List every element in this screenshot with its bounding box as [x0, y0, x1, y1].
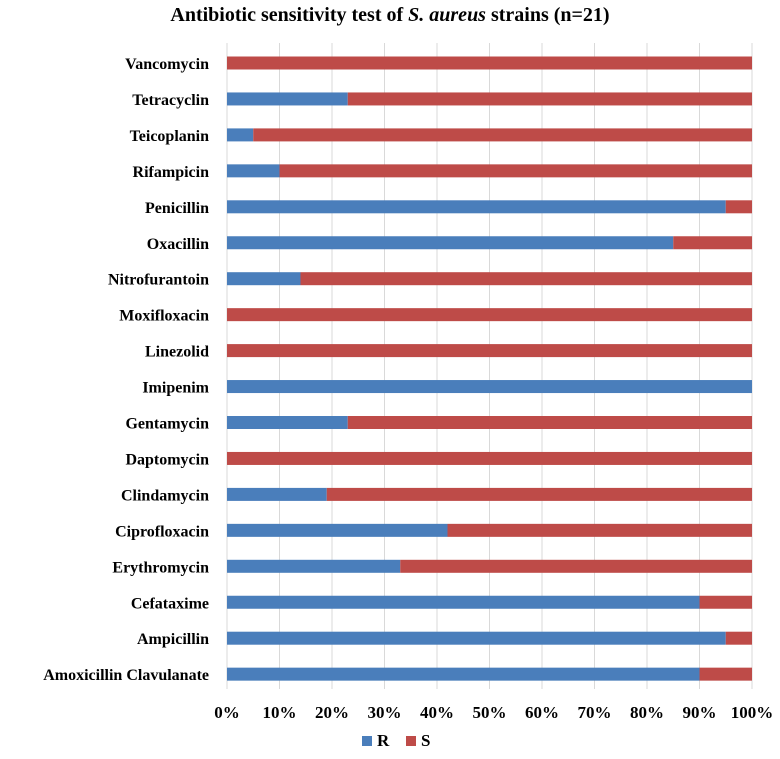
category-label: Gentamycin	[125, 416, 209, 433]
category-label: Penicillin	[145, 200, 209, 217]
bar-s	[227, 344, 752, 358]
bar-r	[227, 164, 280, 178]
category-label: Cefataxime	[131, 595, 209, 612]
category-label: Moxifloxacin	[119, 308, 209, 325]
x-tick-label: 80%	[630, 703, 664, 722]
bar-r	[227, 128, 254, 142]
legend-label-s: S	[421, 731, 430, 750]
x-tick-label: 30%	[368, 703, 402, 722]
bar-s	[673, 236, 752, 250]
bar-s	[699, 595, 752, 609]
category-label: Daptomycin	[125, 451, 209, 468]
bar-r	[227, 92, 348, 106]
category-label: Imipenim	[142, 380, 209, 397]
gridlines	[226, 43, 753, 689]
bar-s	[447, 523, 752, 537]
bar-s	[725, 200, 752, 214]
x-tick-label: 40%	[420, 703, 454, 722]
bar-s	[725, 631, 752, 645]
category-label: Nitrofurantoin	[108, 272, 209, 289]
legend-swatch-s	[406, 736, 416, 746]
bar-r	[227, 667, 700, 681]
category-label: Clindamycin	[121, 487, 209, 504]
bar-r	[227, 631, 726, 645]
bar-r	[227, 380, 752, 394]
bar-r	[227, 523, 448, 537]
bar-r	[227, 416, 348, 429]
bar-r	[227, 559, 401, 573]
bar-s	[253, 128, 752, 142]
category-labels: Vancomycin Tetracyclin Teicoplanin Rifampic…	[43, 56, 209, 684]
bar-s	[326, 487, 752, 501]
bar-s	[227, 308, 752, 322]
category-label: Ampicillin	[137, 631, 209, 648]
bar-s	[347, 92, 752, 106]
bar-s	[347, 416, 752, 429]
bar-r	[227, 487, 327, 501]
category-label: Tetracyclin	[132, 92, 209, 109]
category-label: Erythromycin	[112, 559, 209, 576]
bar-s	[279, 164, 752, 178]
bar-s	[227, 451, 752, 465]
chart-title-italic: S. aureus	[408, 4, 486, 26]
chart-title-prefix: Antibiotic sensitivity test of	[170, 4, 409, 26]
category-label: Ciprofloxacin	[115, 523, 209, 540]
category-label: Amoxicillin Clavulanate	[43, 667, 209, 684]
category-label: Linezolid	[145, 344, 209, 361]
x-tick-label: 20%	[315, 703, 349, 722]
bar-s	[300, 272, 752, 286]
x-tick-label: 60%	[525, 703, 559, 722]
bar-s	[699, 667, 752, 681]
chart-title: Antibiotic sensitivity test of S. aureus…	[0, 4, 780, 27]
category-label: Rifampicin	[133, 164, 210, 181]
x-tick-label: 100%	[731, 703, 774, 722]
bar-r	[227, 236, 674, 250]
x-tick-label: 70%	[578, 703, 612, 722]
x-tick-label: 90%	[683, 703, 717, 722]
legend-swatch-r	[362, 736, 372, 746]
bar-r	[227, 595, 700, 609]
chart-title-suffix: strains (n=21)	[485, 4, 610, 26]
category-label: Oxacillin	[147, 236, 209, 253]
legend-label-r: R	[377, 731, 390, 750]
x-tick-label: 0%	[214, 703, 240, 722]
x-tick-labels: 0% 10% 20% 30% 40% 50% 60% 70% 80% 90% 100%	[214, 703, 773, 722]
x-tick-label: 10%	[263, 703, 297, 722]
bar-s	[400, 559, 752, 573]
x-tick-label: 50%	[473, 703, 507, 722]
category-label: Teicoplanin	[130, 128, 210, 145]
category-label: Vancomycin	[125, 56, 209, 73]
bar-r	[227, 200, 726, 214]
bars	[227, 56, 752, 681]
bar-r	[227, 272, 301, 286]
bar-s	[227, 56, 752, 70]
